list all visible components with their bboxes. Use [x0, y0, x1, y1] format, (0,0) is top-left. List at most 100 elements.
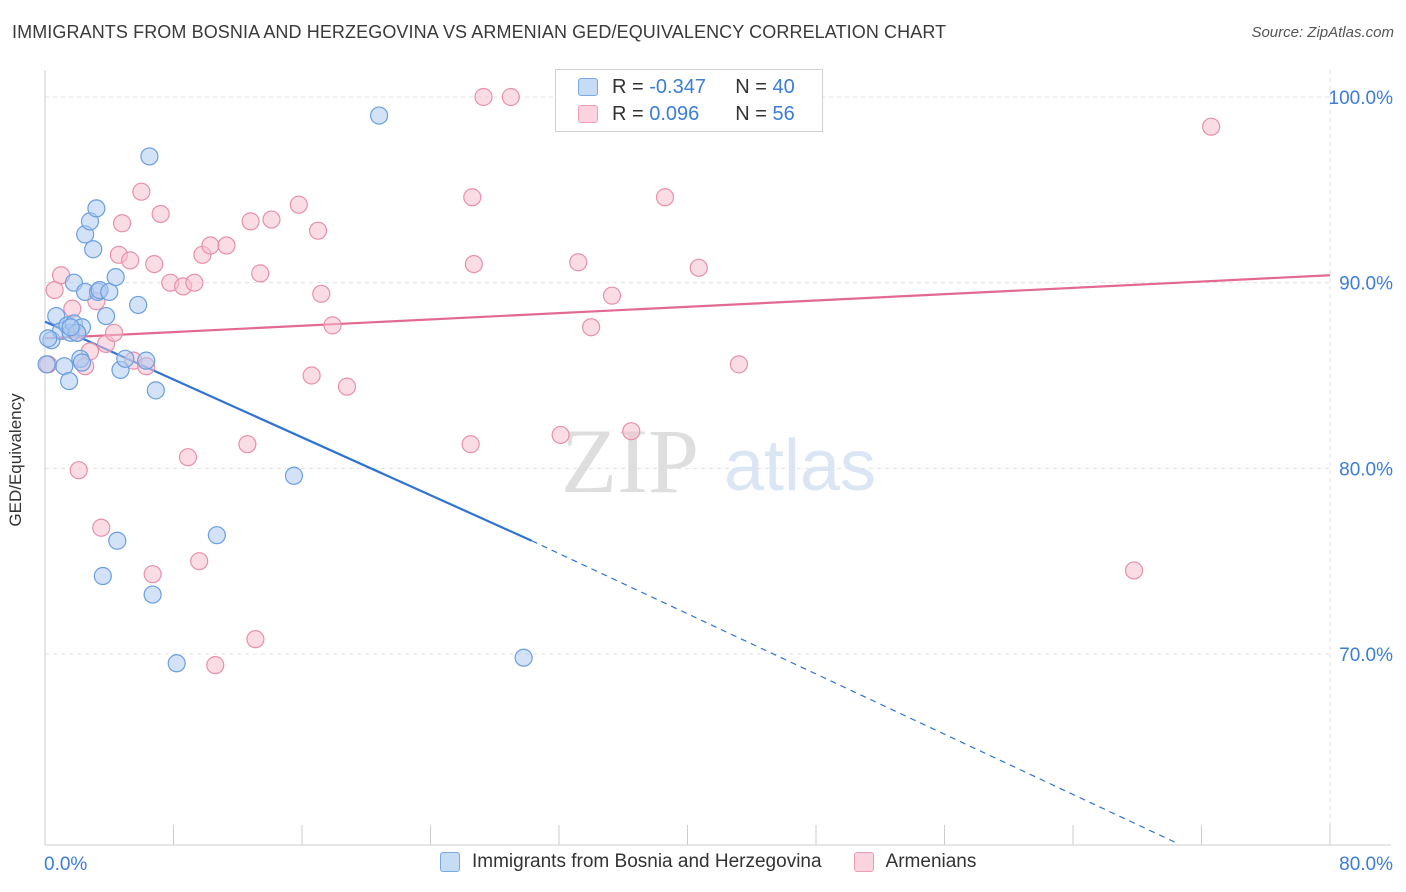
point-armenians: [463, 188, 482, 207]
tick-labels: 70.0% 80.0% 90.0% 100.0% 0.0% 80.0%: [44, 88, 1393, 875]
series-legend: Immigrants from Bosnia and Herzegovina A…: [440, 851, 1008, 873]
point-bosnia: [39, 329, 58, 348]
point-armenians: [178, 448, 198, 467]
point-bosnia: [167, 654, 186, 673]
point-armenians: [121, 251, 140, 270]
x-tick-label: 80.0%: [1339, 854, 1393, 875]
legend-swatch-blue: [440, 852, 460, 872]
point-bosnia: [207, 526, 226, 545]
point-armenians: [461, 435, 480, 454]
point-bosnia: [84, 240, 103, 259]
point-armenians: [655, 188, 675, 207]
legend-r-value: 0.096: [649, 102, 700, 125]
y-tick-label: 90.0%: [1339, 274, 1393, 295]
point-armenians: [501, 87, 520, 107]
point-bosnia: [116, 349, 135, 368]
legend-label-armenians: Armenians: [885, 851, 977, 872]
point-armenians: [582, 318, 601, 337]
trend-line-bosnia-extrapolated: [531, 540, 1178, 844]
point-bosnia: [370, 106, 389, 125]
axes: [44, 70, 1391, 846]
legend-item-armenians[interactable]: Armenians: [853, 851, 977, 873]
legend-r-value: -0.347: [649, 75, 706, 98]
point-bosnia: [143, 585, 162, 604]
legend-n-value: 40: [772, 75, 795, 98]
data-points: [37, 87, 1221, 675]
point-armenians: [238, 435, 257, 454]
point-armenians: [289, 195, 308, 214]
point-armenians: [185, 273, 204, 292]
point-bosnia: [72, 353, 92, 372]
chart-title: IMMIGRANTS FROM BOSNIA AND HERZEGOVINA V…: [12, 22, 947, 42]
legend-row-bosnia: R = -0.347 N = 40: [578, 75, 795, 99]
point-bosnia: [108, 531, 127, 550]
point-armenians: [217, 236, 236, 255]
point-bosnia: [106, 267, 125, 287]
point-armenians: [206, 656, 225, 675]
point-armenians: [190, 552, 209, 571]
point-bosnia: [140, 147, 159, 166]
point-armenians: [246, 630, 265, 649]
point-bosnia: [87, 199, 106, 218]
y-tick-label: 80.0%: [1339, 459, 1393, 480]
point-bosnia: [129, 295, 148, 315]
point-armenians: [569, 253, 588, 272]
point-armenians: [302, 366, 321, 385]
point-armenians: [132, 182, 151, 201]
legend-n-label: N =: [735, 75, 773, 98]
legend-n-value: 56: [772, 102, 795, 125]
watermark-atlas: atlas: [724, 426, 876, 506]
legend-row-armenians: R = 0.096 N = 56: [578, 102, 795, 126]
point-armenians: [689, 258, 708, 277]
correlation-legend: R = -0.347 N = 40 R = 0.096 N = 56: [555, 69, 823, 132]
point-bosnia: [284, 466, 304, 485]
trend-line-armenians: [44, 274, 1331, 340]
point-bosnia: [96, 306, 116, 326]
point-armenians: [145, 255, 164, 274]
legend-label-bosnia: Immigrants from Bosnia and Herzegovina: [472, 851, 822, 872]
point-bosnia: [93, 566, 112, 586]
y-tick-label: 70.0%: [1339, 645, 1393, 666]
point-armenians: [474, 87, 493, 107]
point-armenians: [312, 284, 331, 303]
legend-swatch-pink: [578, 105, 598, 123]
point-armenians: [262, 210, 281, 229]
point-armenians: [201, 236, 220, 255]
y-axis-title: GED/Equivalency: [6, 393, 25, 527]
point-bosnia: [146, 381, 165, 400]
x-tick-label: 0.0%: [44, 854, 87, 875]
point-armenians: [729, 355, 749, 374]
point-armenians: [92, 518, 111, 537]
point-armenians: [464, 255, 483, 274]
legend-r-label: R =: [612, 102, 650, 125]
point-armenians: [1124, 561, 1144, 580]
legend-item-bosnia[interactable]: Immigrants from Bosnia and Herzegovina: [440, 851, 822, 873]
point-armenians: [69, 461, 88, 480]
point-bosnia: [37, 355, 56, 374]
point-bosnia: [514, 648, 533, 667]
watermark: ZIP atlas: [561, 410, 876, 512]
point-armenians: [104, 323, 124, 342]
y-tick-label: 100.0%: [1329, 88, 1394, 109]
point-armenians: [308, 221, 328, 240]
trend-lines: [44, 274, 1331, 844]
point-armenians: [337, 377, 357, 396]
legend-r-label: R =: [612, 75, 650, 98]
legend-n-label: N =: [735, 102, 773, 125]
legend-swatch-blue: [578, 78, 598, 96]
source-credit[interactable]: Source: ZipAtlas.com: [1251, 24, 1394, 41]
point-armenians: [143, 565, 162, 584]
point-armenians: [251, 264, 270, 283]
point-armenians: [602, 286, 622, 305]
point-armenians: [551, 425, 570, 445]
point-bosnia: [61, 318, 80, 337]
legend-swatch-pink: [853, 852, 874, 872]
point-armenians: [622, 422, 641, 441]
point-armenians: [1202, 117, 1221, 136]
point-armenians: [241, 212, 260, 231]
point-armenians: [151, 204, 170, 224]
point-bosnia: [137, 351, 156, 370]
point-armenians: [112, 214, 132, 233]
point-armenians: [323, 316, 342, 335]
